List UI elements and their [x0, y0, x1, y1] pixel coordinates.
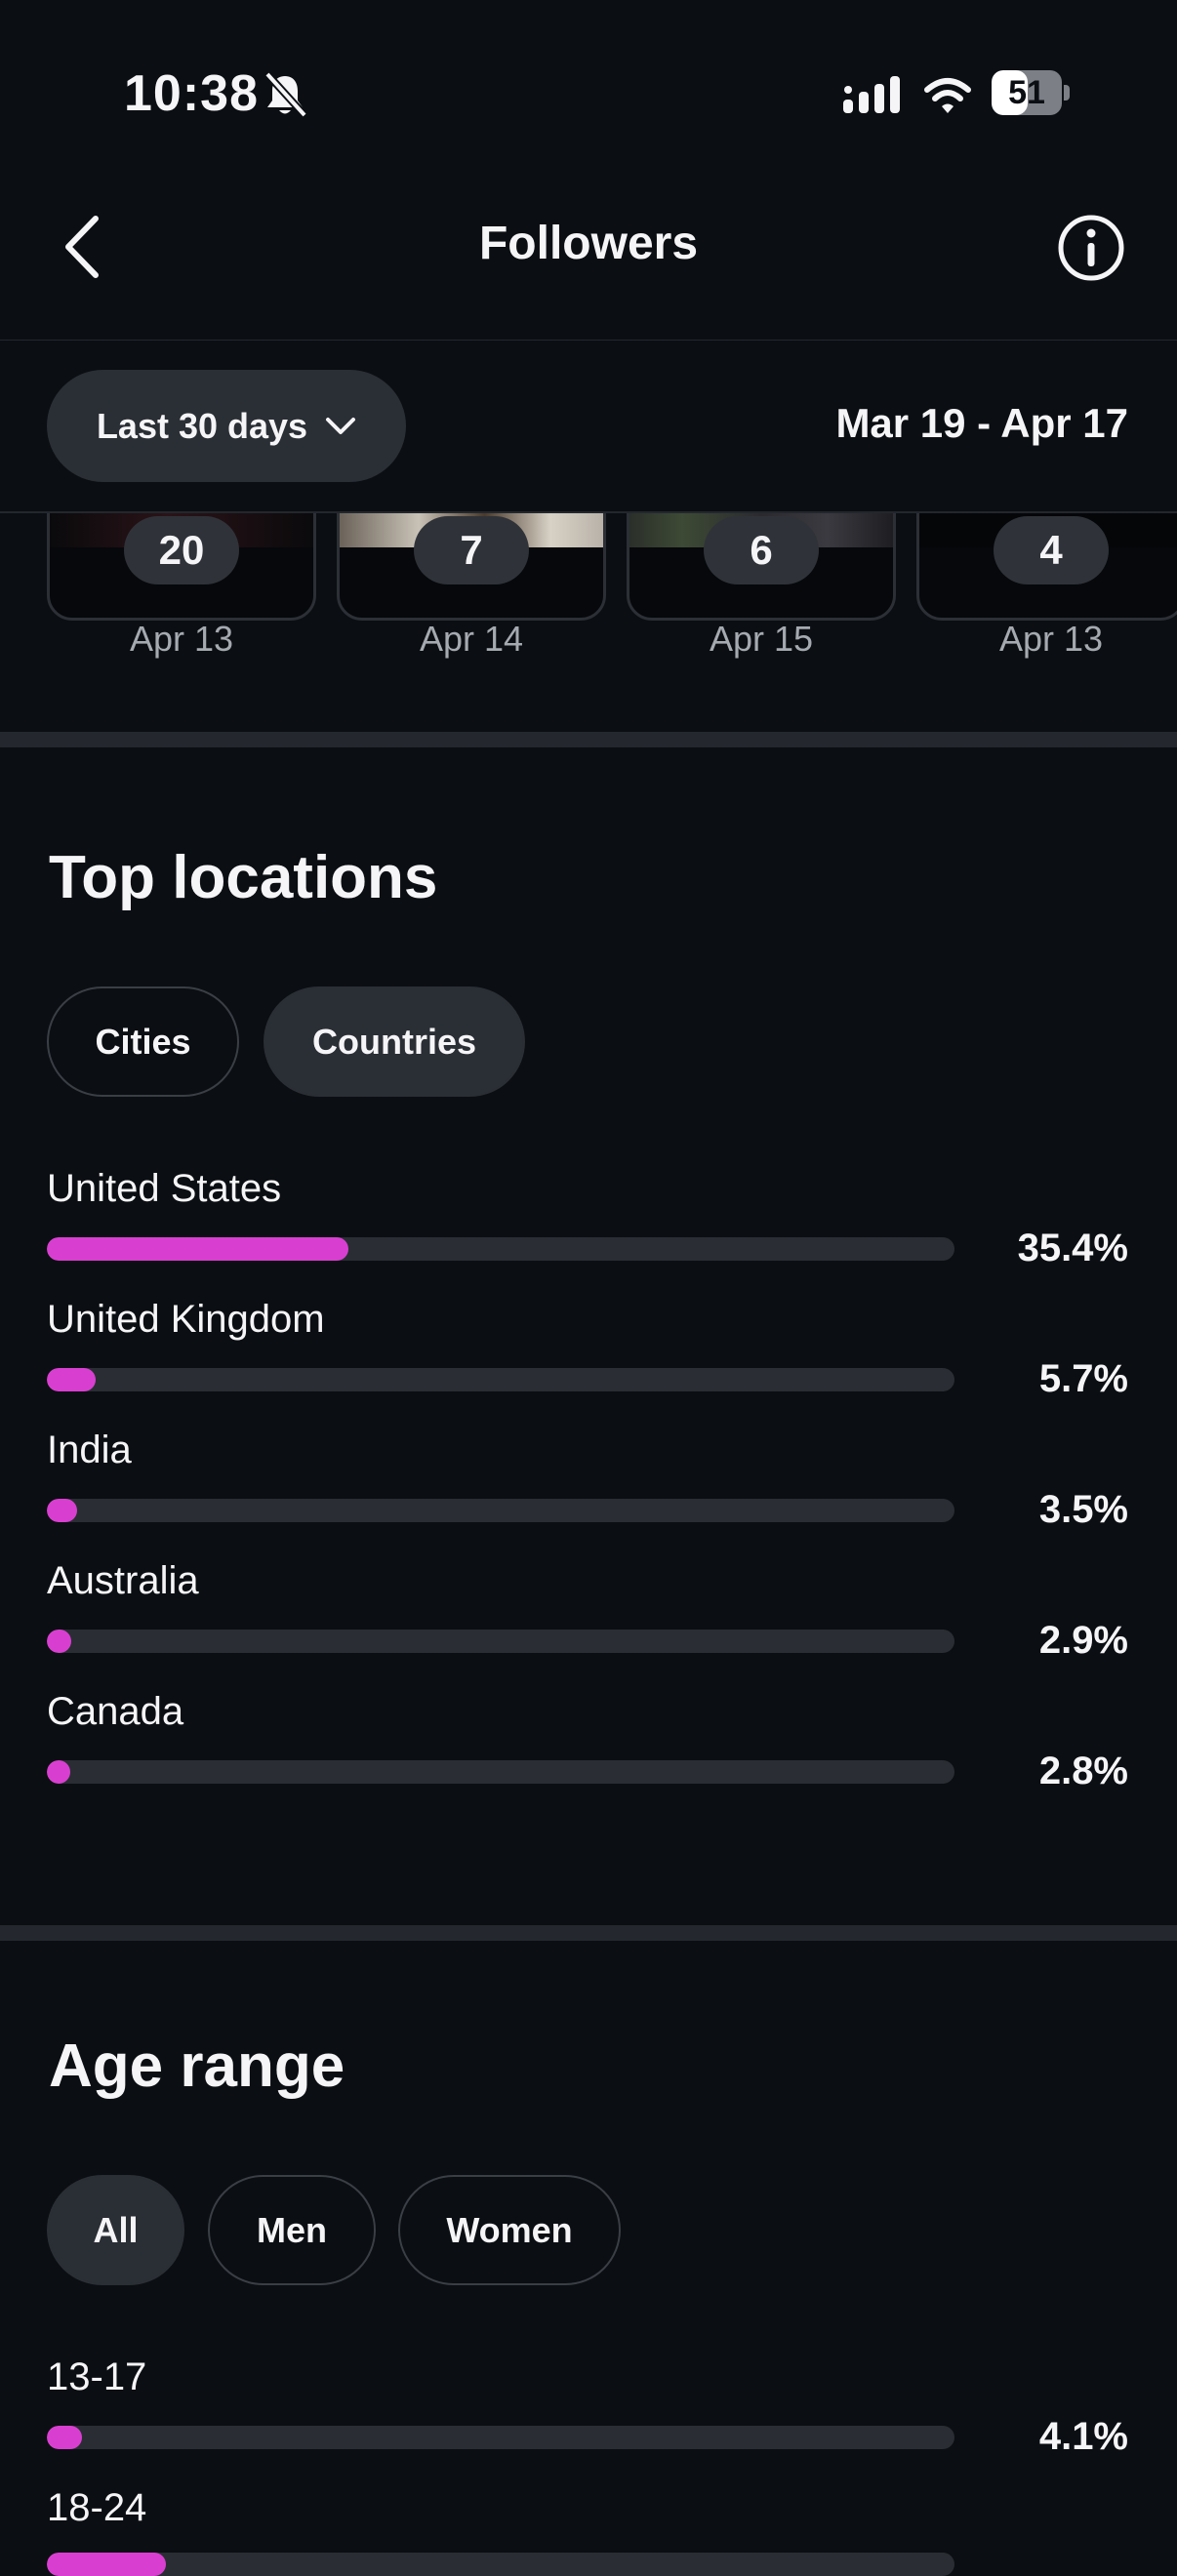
- age-bar-track: [47, 2553, 954, 2576]
- location-label: Canada: [47, 1690, 184, 1733]
- tab-women[interactable]: Women: [398, 2175, 621, 2285]
- location-bar-track: [47, 1237, 954, 1261]
- location-bar-track: [47, 1368, 954, 1391]
- info-icon[interactable]: [1056, 213, 1126, 283]
- content-thumbnail[interactable]: 7: [337, 513, 606, 621]
- date-range-text: Mar 19 - Apr 17: [835, 400, 1128, 446]
- location-percent: 2.8%: [1038, 1750, 1128, 1792]
- top-locations-title: Top locations: [49, 844, 438, 911]
- filter-divider: [0, 511, 1177, 513]
- wifi-icon: [924, 78, 971, 113]
- age-bar-track: [47, 2426, 954, 2449]
- location-label: United Kingdom: [47, 1298, 325, 1341]
- content-thumbnail-strip[interactable]: 20 Apr 13 7 Apr 14 6 Apr 15 4 Apr 13: [0, 513, 1177, 669]
- location-bar-track: [47, 1760, 954, 1784]
- location-percent: 2.9%: [1038, 1619, 1128, 1662]
- location-bar-fill: [47, 1237, 348, 1261]
- thumbnail-date: Apr 15: [709, 619, 814, 659]
- location-bar-track: [47, 1499, 954, 1522]
- tab-cities[interactable]: Cities: [47, 986, 239, 1097]
- date-range-dropdown-label: Last 30 days: [96, 405, 308, 446]
- location-percent: 5.7%: [1038, 1357, 1128, 1400]
- location-bar-fill: [47, 1368, 96, 1391]
- age-range-title: Age range: [49, 2033, 345, 2100]
- location-percent: 3.5%: [1038, 1488, 1128, 1531]
- thumbnail-date: Apr 14: [419, 619, 524, 659]
- thumbnail-count: 7: [414, 516, 529, 584]
- battery-level: 51: [1008, 74, 1045, 111]
- status-time: 10:38: [124, 65, 259, 122]
- thumbnail-date: Apr 13: [998, 619, 1104, 659]
- tab-countries[interactable]: Countries: [264, 986, 525, 1097]
- age-bar-fill: [47, 2553, 166, 2576]
- age-percent: 4.1%: [1038, 2415, 1128, 2458]
- section-separator: [0, 732, 1177, 747]
- thumbnail-count: 20: [124, 516, 239, 584]
- location-percent: 35.4%: [1017, 1227, 1128, 1269]
- location-label: United States: [47, 1167, 282, 1210]
- age-label: 13-17: [47, 2355, 147, 2398]
- battery-indicator: 51: [992, 70, 1070, 115]
- page-title: Followers: [478, 218, 699, 269]
- chevron-down-icon: [326, 417, 356, 434]
- back-arrow-icon[interactable]: [61, 213, 103, 281]
- content-thumbnail[interactable]: 6: [627, 513, 896, 621]
- thumbnail-date: Apr 13: [129, 619, 234, 659]
- section-separator: [0, 1925, 1177, 1941]
- content-thumbnail[interactable]: 20: [47, 513, 316, 621]
- location-label: India: [47, 1429, 132, 1471]
- tab-men[interactable]: Men: [208, 2175, 376, 2285]
- age-label: 18-24: [47, 2486, 147, 2529]
- thumbnail-count: 4: [994, 516, 1109, 584]
- thumbnail-count: 6: [704, 516, 819, 584]
- location-label: Australia: [47, 1559, 199, 1602]
- content-thumbnail[interactable]: 4: [916, 513, 1177, 621]
- bell-muted-icon: [264, 71, 307, 118]
- cellular-signal-icon: [843, 76, 900, 113]
- age-bar-fill: [47, 2426, 82, 2449]
- location-bar-track: [47, 1630, 954, 1653]
- header-divider: [0, 340, 1177, 341]
- location-bar-fill: [47, 1499, 77, 1522]
- tab-all[interactable]: All: [47, 2175, 184, 2285]
- location-bar-fill: [47, 1760, 70, 1784]
- date-range-dropdown[interactable]: Last 30 days: [47, 370, 406, 482]
- location-bar-fill: [47, 1630, 71, 1653]
